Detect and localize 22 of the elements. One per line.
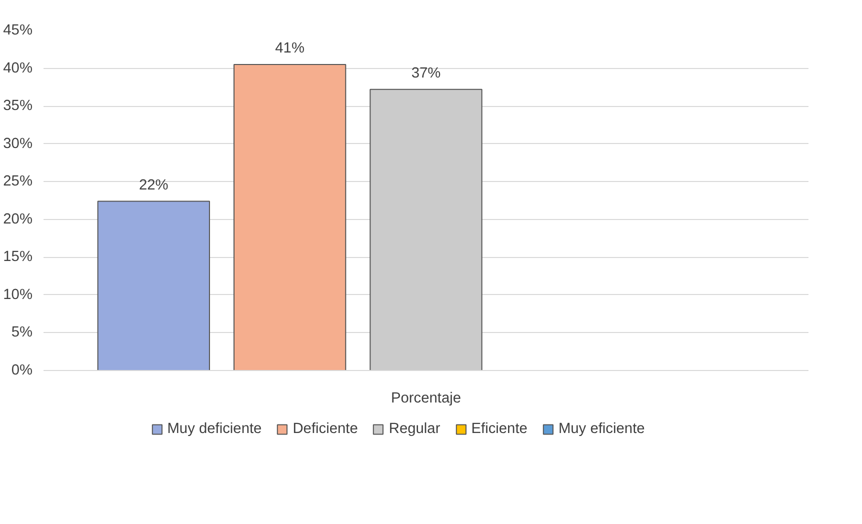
- data-label: 37%: [411, 65, 441, 82]
- legend-label: Muy eficiente: [558, 421, 645, 437]
- legend-label: Muy deficiente: [167, 421, 262, 437]
- legend-label: Regular: [388, 421, 440, 437]
- y-tick-label: 25%: [3, 174, 33, 190]
- y-tick-label: 0%: [11, 362, 33, 378]
- y-tick-label: 30%: [3, 136, 33, 152]
- data-label: 41%: [275, 40, 305, 56]
- y-tick-label: 20%: [3, 211, 33, 228]
- bar: [234, 64, 346, 370]
- y-tick-label: 45%: [3, 22, 33, 38]
- x-tick-label: Porcentaje: [390, 390, 462, 406]
- legend-label: Deficiente: [292, 421, 358, 437]
- y-tick-label: 35%: [3, 98, 33, 114]
- bar: [97, 200, 210, 370]
- y-tick-label: 10%: [3, 286, 33, 303]
- bar: [370, 88, 482, 370]
- data-label: 22%: [138, 177, 168, 194]
- y-tick-label: 15%: [3, 249, 33, 266]
- y-tick-label: 5%: [11, 324, 33, 341]
- legend-label: Eficiente: [471, 421, 528, 437]
- y-tick-label: 40%: [3, 60, 33, 76]
